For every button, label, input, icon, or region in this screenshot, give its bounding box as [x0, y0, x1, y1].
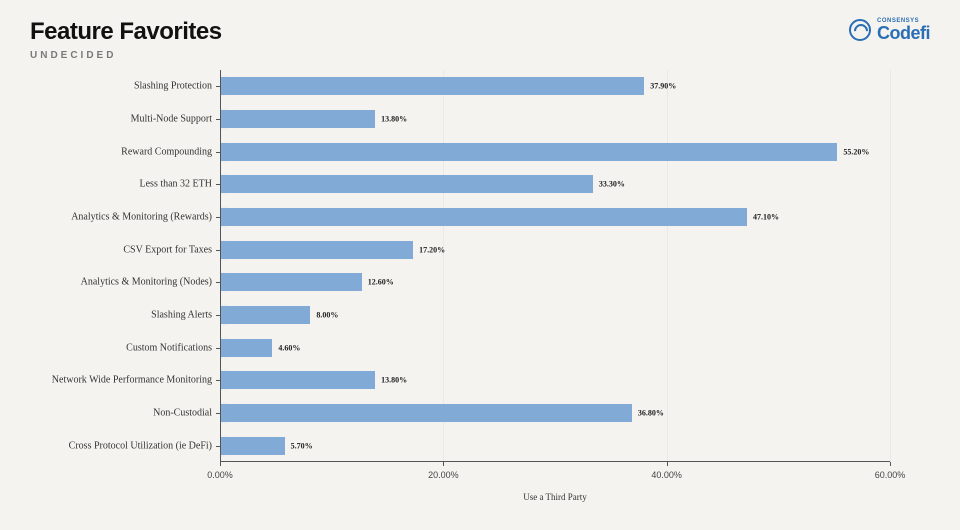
slide: Feature Favorites UNDECIDED CONSENSYS Co… [0, 0, 960, 530]
y-tick [216, 152, 220, 153]
category-label: Analytics & Monitoring (Nodes) [81, 277, 212, 288]
x-tick [890, 462, 891, 466]
y-tick [216, 315, 220, 316]
logo-main: Codefi [877, 24, 930, 42]
bar: 37.90% [221, 77, 644, 95]
bar: 4.60% [221, 339, 272, 357]
category-label: CSV Export for Taxes [123, 244, 212, 255]
bar: 8.00% [221, 306, 310, 324]
y-tick [216, 380, 220, 381]
bar-value-label: 12.60% [368, 278, 394, 287]
bar-value-label: 37.90% [650, 82, 676, 91]
bar: 36.80% [221, 404, 632, 422]
x-tick [220, 462, 221, 466]
y-tick [216, 446, 220, 447]
y-tick [216, 250, 220, 251]
page-title: Feature Favorites [30, 18, 222, 46]
x-axis [220, 461, 890, 462]
bar-value-label: 33.30% [599, 180, 625, 189]
x-tick [667, 462, 668, 466]
bar-value-label: 8.00% [316, 311, 338, 320]
category-label: Slashing Alerts [151, 310, 212, 321]
bar: 13.80% [221, 110, 375, 128]
brand-logo: CONSENSYS Codefi [849, 18, 930, 42]
bar: 17.20% [221, 241, 413, 259]
bar: 12.60% [221, 273, 362, 291]
category-label: Slashing Protection [134, 81, 212, 92]
bar-value-label: 55.20% [843, 147, 869, 156]
plot-area: Use a Third Party 0.00%20.00%40.00%60.00… [220, 70, 890, 462]
category-label: Reward Compounding [121, 146, 212, 157]
y-tick [216, 86, 220, 87]
category-label: Multi-Node Support [131, 114, 212, 125]
bar: 33.30% [221, 175, 593, 193]
grid-line [890, 70, 891, 462]
bar: 55.20% [221, 143, 837, 161]
category-label: Non-Custodial [153, 408, 212, 419]
category-label: Analytics & Monitoring (Rewards) [71, 212, 212, 223]
bar-value-label: 5.70% [291, 441, 313, 450]
bar-value-label: 13.80% [381, 376, 407, 385]
category-label: Custom Notifications [126, 342, 212, 353]
grid-line [667, 70, 668, 462]
bar-value-label: 47.10% [753, 213, 779, 222]
codefi-icon [849, 19, 871, 41]
logo-text: CONSENSYS Codefi [877, 18, 930, 42]
bar: 5.70% [221, 437, 285, 455]
chart-container: Use a Third Party 0.00% 20.00% 40.00% 60.00… [30, 70, 930, 512]
page-subtitle: UNDECIDED [30, 50, 222, 61]
x-tick-label: 0.00% [207, 470, 233, 480]
x-tick-label: 40.00% [651, 470, 682, 480]
category-label: Less than 32 ETH [140, 179, 213, 190]
category-label: Network Wide Performance Monitoring [52, 375, 212, 386]
x-tick-label: 20.00% [428, 470, 459, 480]
y-tick [216, 413, 220, 414]
category-label: Cross Protocol Utilization (ie DeFi) [69, 440, 212, 451]
y-tick [216, 282, 220, 283]
y-tick [216, 348, 220, 349]
bar-value-label: 13.80% [381, 115, 407, 124]
bar-value-label: 4.60% [278, 343, 300, 352]
x-tick-label: 60.00% [875, 470, 906, 480]
y-tick [216, 217, 220, 218]
bar: 13.80% [221, 371, 375, 389]
y-tick [216, 119, 220, 120]
y-tick [216, 184, 220, 185]
bar-value-label: 17.20% [419, 245, 445, 254]
header: Feature Favorites UNDECIDED CONSENSYS Co… [30, 18, 930, 61]
bar-value-label: 36.80% [638, 409, 664, 418]
title-block: Feature Favorites UNDECIDED [30, 18, 222, 61]
x-tick [443, 462, 444, 466]
x-axis-title: Use a Third Party [523, 492, 587, 502]
bar: 47.10% [221, 208, 747, 226]
